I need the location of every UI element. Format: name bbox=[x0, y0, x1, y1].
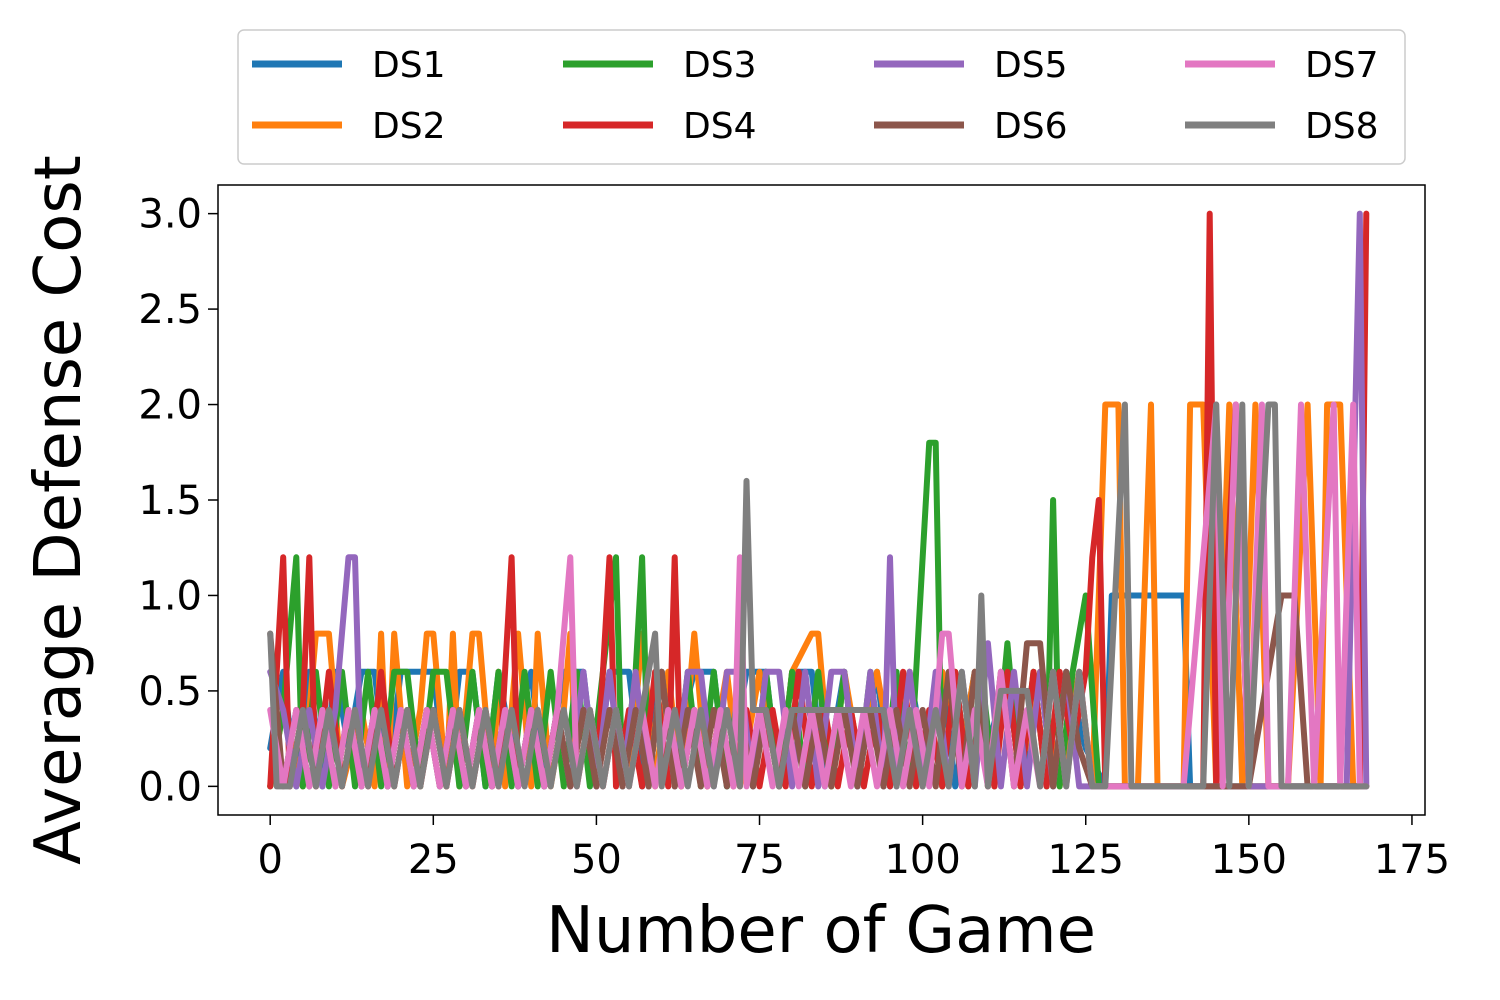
plot-series-group bbox=[267, 210, 1370, 790]
x-tick-label: 175 bbox=[1374, 837, 1450, 883]
y-axis: 0.0 0.5 1.0 1.5 2.0 2.5 3.0 bbox=[138, 192, 218, 810]
legend-label-ds3: DS3 bbox=[683, 45, 756, 86]
legend-label-ds7: DS7 bbox=[1305, 45, 1378, 86]
x-axis: 0 25 50 75 100 125 150 175 bbox=[257, 815, 1450, 883]
y-axis-label: Average Defense Cost bbox=[22, 155, 96, 865]
y-tick-label: 0.5 bbox=[138, 669, 202, 715]
y-tick-label: 1.0 bbox=[138, 573, 202, 619]
legend-frame bbox=[237, 29, 1406, 165]
x-tick-label: 150 bbox=[1211, 837, 1287, 883]
x-tick-label: 75 bbox=[734, 837, 785, 883]
legend: DS1 DS2 DS3 DS4 DS5 DS6 DS7 DS8 bbox=[237, 29, 1406, 165]
series-line-ds7 bbox=[267, 401, 1370, 790]
legend-label-ds4: DS4 bbox=[683, 106, 756, 147]
x-tick-label: 0 bbox=[257, 837, 282, 883]
x-tick-label: 125 bbox=[1048, 837, 1124, 883]
y-tick-label: 2.0 bbox=[138, 383, 202, 429]
y-tick-label: 2.5 bbox=[138, 287, 202, 333]
y-tick-label: 0.0 bbox=[138, 764, 202, 810]
series-line-ds8 bbox=[267, 401, 1370, 790]
legend-label-ds2: DS2 bbox=[372, 106, 445, 147]
x-tick-label: 100 bbox=[884, 837, 960, 883]
x-axis-label: Number of Game bbox=[546, 894, 1096, 968]
x-tick-label: 25 bbox=[408, 837, 459, 883]
x-tick-label: 50 bbox=[571, 837, 622, 883]
legend-label-ds6: DS6 bbox=[994, 106, 1067, 147]
legend-label-ds8: DS8 bbox=[1305, 106, 1378, 147]
legend-label-ds5: DS5 bbox=[994, 45, 1067, 86]
legend-label-ds1: DS1 bbox=[372, 45, 445, 86]
y-tick-label: 1.5 bbox=[138, 478, 202, 524]
y-tick-label: 3.0 bbox=[138, 192, 202, 238]
